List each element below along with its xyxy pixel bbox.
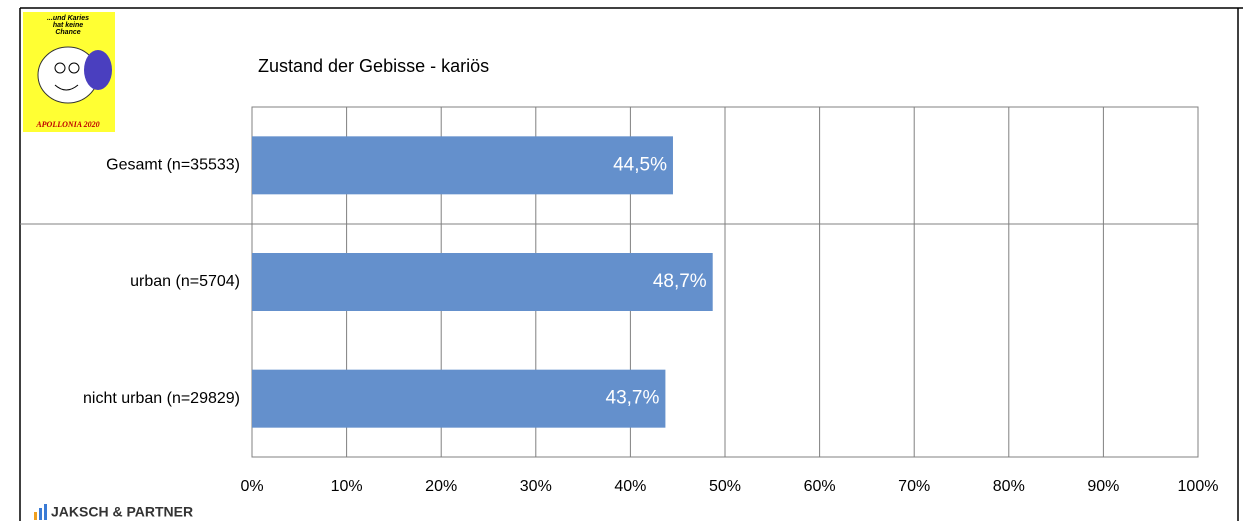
badge-line: hat keine xyxy=(53,22,83,29)
logo-bar xyxy=(34,512,37,520)
badge-splash xyxy=(84,50,112,90)
x-tick-label: 40% xyxy=(614,478,646,495)
chart: ...und Karies hat keine Chance APOLLONIA… xyxy=(0,0,1243,521)
x-tick-label: 0% xyxy=(240,478,263,495)
x-tick-label: 30% xyxy=(520,478,552,495)
company-logo: JAKSCH & PARTNER xyxy=(34,504,193,520)
y-tick-label: Gesamt (n=35533) xyxy=(106,157,240,174)
x-tick-label: 70% xyxy=(898,478,930,495)
company-name: JAKSCH & PARTNER xyxy=(51,504,193,520)
bar xyxy=(252,370,665,428)
value-label: 44,5% xyxy=(613,154,667,175)
value-label: 43,7% xyxy=(606,388,660,409)
badge-footer: APOLLONIA 2020 xyxy=(35,120,99,129)
logo-bar xyxy=(44,504,47,520)
x-tick-label: 50% xyxy=(709,478,741,495)
x-tick-label: 80% xyxy=(993,478,1025,495)
x-tick-label: 20% xyxy=(425,478,457,495)
badge-line: Chance xyxy=(55,29,80,36)
badge: ...und Karies hat keine Chance APOLLONIA… xyxy=(23,12,115,132)
y-tick-label: urban (n=5704) xyxy=(130,273,240,290)
chart-title: Zustand der Gebisse - kariös xyxy=(258,56,489,76)
value-label: 48,7% xyxy=(653,271,707,292)
x-tick-label: 60% xyxy=(804,478,836,495)
x-tick-label: 90% xyxy=(1087,478,1119,495)
logo-bar xyxy=(39,508,42,520)
badge-eye xyxy=(69,63,79,73)
x-tick-label: 10% xyxy=(331,478,363,495)
y-tick-label: nicht urban (n=29829) xyxy=(83,390,240,407)
x-tick-label: 100% xyxy=(1178,478,1219,495)
badge-line: ...und Karies xyxy=(47,15,89,22)
bar xyxy=(252,136,673,194)
badge-eye xyxy=(55,63,65,73)
bar xyxy=(252,253,713,311)
